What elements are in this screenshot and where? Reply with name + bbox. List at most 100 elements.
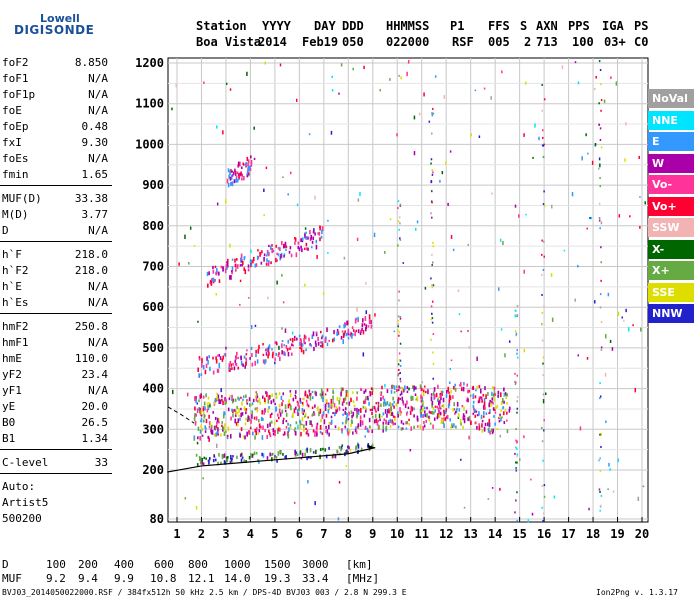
trace-point [240,412,242,418]
noise-dot [279,63,282,67]
trace-point [272,432,275,436]
trace-point [291,337,294,343]
trace-point [368,425,371,428]
noise-dot [193,245,196,247]
trace-point [423,424,426,428]
noise-dot [434,75,437,78]
trace-point [488,422,491,428]
trace-point [215,271,218,276]
trace-point [439,394,442,398]
trace-point [478,425,481,431]
noise-dot [525,213,527,216]
noise-dot [612,490,615,493]
trace-point [363,323,366,326]
trace-point [304,335,307,340]
trace-point [331,403,334,408]
trace-point [381,385,383,390]
trace-point [297,402,299,407]
trace-point [344,407,347,411]
trace-point [498,415,501,419]
trace-point [366,427,369,433]
trace-point [303,334,306,339]
trace-point [275,419,278,422]
streak-dot [599,227,601,230]
param-row-hf: h`F 218.0 [2,248,108,264]
trace-point [442,403,445,408]
streak-dot [514,380,516,383]
streak-dot [600,246,602,249]
trace-point [241,456,244,459]
noise-dot [638,155,641,159]
trace-point [296,453,299,456]
streak-dot [543,98,546,101]
trace-point [245,353,248,356]
trace-point [219,356,222,360]
streak-dot [432,171,434,174]
trace-point [333,337,335,342]
trace-point [434,409,436,413]
streak-dot [432,284,435,287]
trace-point [283,351,285,356]
streak-dot [599,293,602,296]
param-label: foEp [2,120,29,133]
trace-point [377,407,380,412]
trace-point [363,400,365,405]
muf-value: 12.1 [188,572,215,585]
trace-point [368,401,370,406]
trace-point [430,396,433,402]
trace-point [413,385,416,391]
param-row-he: h`E N/A [2,280,108,296]
trace-point [487,427,490,433]
trace-point [318,231,321,236]
trace-point [483,411,485,415]
param-row-clevel: C-level 33 [2,456,108,472]
x-tick-label: 19 [610,527,624,541]
trace-point [294,237,297,242]
noise-dot [267,296,269,300]
streak-dot [542,512,545,515]
trace-point [266,254,268,257]
trace-point [218,365,221,369]
distance-value: 200 [78,558,98,571]
trace-point [247,268,250,272]
noise-dot [215,293,217,296]
header-value-4: 022000 [386,35,430,49]
trace-point [453,408,455,411]
noise-dot [577,81,580,85]
noise-dot [393,330,396,333]
trace-point [425,419,428,423]
trace-point [301,248,303,253]
trace-point [474,421,476,425]
noise-dot [254,324,257,327]
trace-point [451,423,453,427]
streak-dot [599,469,602,472]
param-separator [0,313,112,314]
trace-point [394,417,396,421]
trace-point [227,426,230,432]
trace-point [260,416,263,422]
noise-dot [188,261,190,265]
trace-point [439,393,442,396]
trace-point [450,389,452,394]
trace-point [216,431,219,435]
noise-dot [611,347,614,351]
param-value: 33.38 [74,192,108,205]
noise-dot [327,252,329,254]
trace-point [213,425,216,430]
noise-dot [467,329,469,333]
trace-point [237,161,240,167]
streak-dot [516,519,518,522]
param-label: B0 [2,416,16,429]
noise-dot [531,512,534,516]
noise-dot [615,81,618,86]
trace-point [289,390,292,393]
trace-point [340,336,343,340]
x-tick-label: 10 [390,527,404,541]
trace-point [205,418,208,424]
profile-arrow-head [367,444,376,450]
streak-dot [543,240,545,243]
trace-point [260,261,263,265]
noise-dot [491,192,493,195]
trace-point [359,332,362,336]
noise-dot [332,400,334,404]
